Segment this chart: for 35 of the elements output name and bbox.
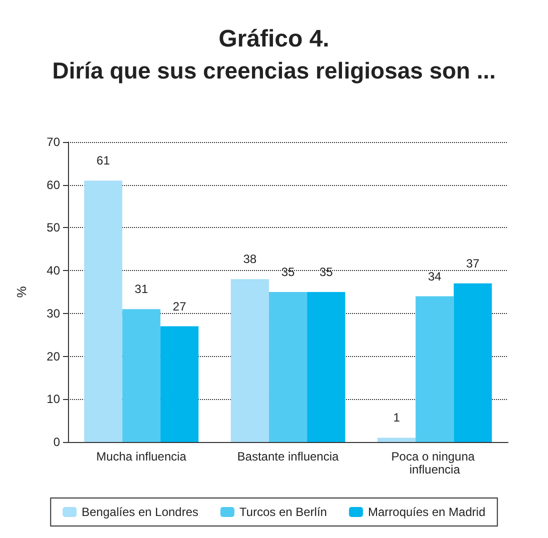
- data-label: 31: [134, 282, 148, 296]
- chart-title: Gráfico 4.: [218, 26, 330, 52]
- data-label: 35: [281, 265, 295, 279]
- x-tick-label: Mucha influencia: [96, 450, 187, 464]
- data-label: 27: [172, 299, 186, 314]
- legend-label: Marroquíes en Madrid: [368, 505, 486, 519]
- data-label: 61: [96, 154, 110, 168]
- chart-subtitle: Diría que sus creencias religiosas son ...: [52, 58, 496, 84]
- y-tick-label: 40: [46, 264, 60, 278]
- legend-label: Turcos en Berlín: [239, 505, 327, 519]
- x-tick-label: Bastante influencia: [237, 450, 340, 464]
- y-tick-label: 0: [53, 435, 60, 449]
- y-tick-label: 10: [46, 392, 60, 406]
- bar: [230, 279, 269, 442]
- y-axis-title: %: [14, 286, 29, 298]
- data-label: 34: [428, 269, 442, 284]
- bar: [377, 438, 416, 442]
- y-tick-label: 20: [46, 349, 60, 364]
- bar: [268, 292, 308, 442]
- y-tick-label: 50: [46, 220, 60, 235]
- data-label: 1: [393, 410, 400, 425]
- data-label: 35: [319, 265, 334, 279]
- bar: [122, 309, 160, 442]
- data-label: 37: [466, 256, 480, 270]
- x-tick-label: Poca o ninguna influencia: [391, 450, 478, 476]
- bar: [84, 180, 122, 442]
- y-tick-label: 30: [46, 306, 60, 320]
- bar: [454, 283, 492, 442]
- legend-label: Bengalíes en Londres: [82, 505, 198, 519]
- bar: [307, 292, 346, 442]
- bar: [160, 326, 199, 442]
- data-label: 38: [243, 252, 257, 266]
- bar: [416, 296, 454, 442]
- y-tick-label: 60: [46, 178, 60, 192]
- y-tick-label: 70: [46, 135, 60, 149]
